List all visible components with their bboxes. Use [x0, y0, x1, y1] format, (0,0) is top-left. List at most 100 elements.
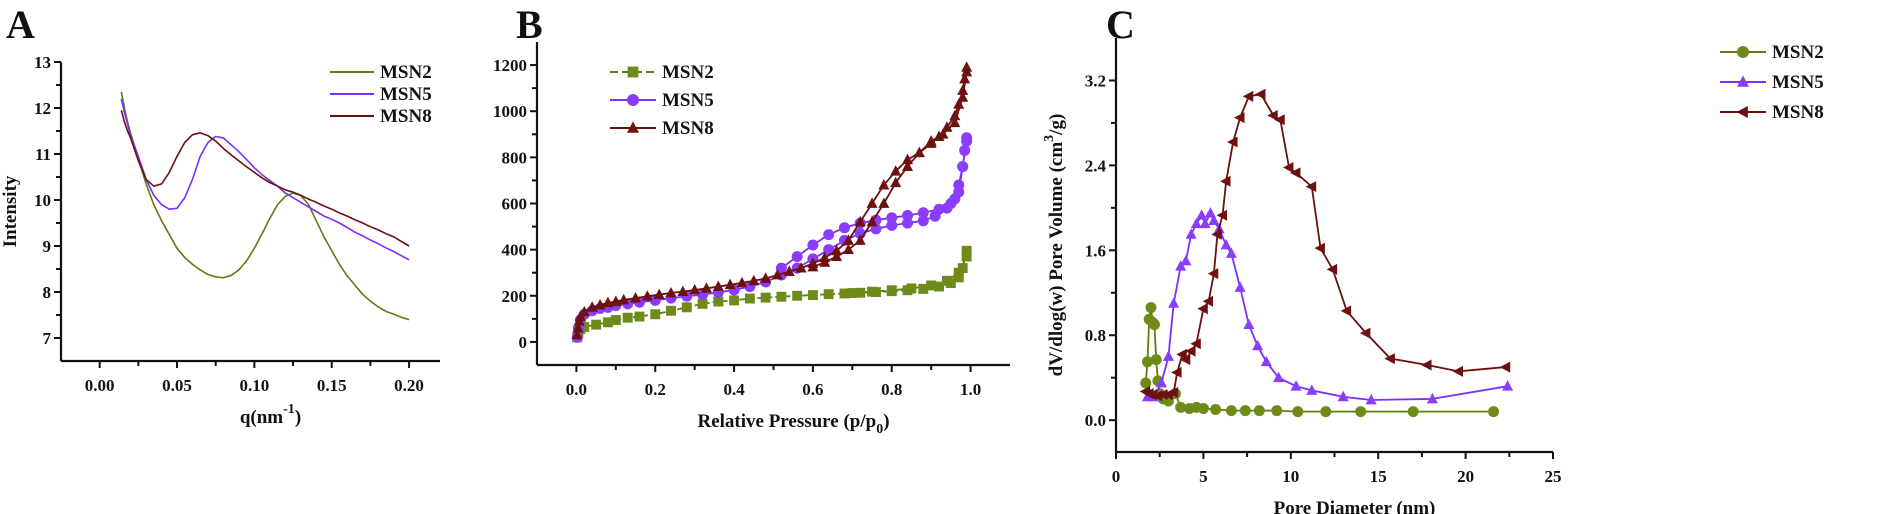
data-point-triangle-left — [1197, 303, 1208, 315]
legend-item-msn2: MSN2 — [1720, 42, 1824, 63]
data-point-circle — [902, 217, 914, 229]
data-point-triangle — [1306, 384, 1318, 395]
data-point-triangle — [1225, 247, 1237, 258]
x-tick-label: 0.6 — [802, 380, 823, 399]
legend-item-msn8: MSN8 — [330, 106, 432, 127]
series-line-msn5 — [120, 98, 410, 261]
y-axis-title-text: Intensity — [0, 175, 21, 247]
data-point-circle — [961, 135, 973, 147]
y-tick-label: 200 — [502, 287, 528, 306]
y-tick-label: 800 — [502, 148, 528, 167]
y-tick-label: 0 — [519, 333, 528, 352]
data-point-triangle — [771, 268, 783, 280]
data-point-circle — [1145, 302, 1157, 314]
data-point-circle — [953, 186, 965, 198]
legend-item-msn5: MSN5 — [330, 84, 432, 105]
data-point-circle — [1197, 402, 1209, 414]
data-point-triangle-left — [1340, 305, 1352, 317]
data-point-square — [603, 317, 613, 328]
data-point-square — [934, 281, 944, 292]
data-point-square — [918, 283, 929, 294]
data-point-triangle — [925, 135, 937, 146]
y-tick-label: 13 — [34, 53, 51, 72]
data-point-triangle — [712, 280, 724, 291]
data-point-triangle — [941, 121, 953, 132]
legend-label: MSN2 — [1772, 42, 1824, 63]
data-point-triangle-left — [1146, 389, 1158, 401]
legend-label: MSN5 — [1772, 72, 1824, 93]
data-point-triangle — [1185, 228, 1197, 239]
y-tick-label: 7 — [43, 329, 52, 348]
data-point-square — [697, 298, 708, 309]
data-point-triangle-left — [1202, 295, 1214, 307]
data-point-triangle — [578, 305, 590, 317]
x-axis-title: Pore Diameter (nm) — [1274, 498, 1436, 514]
data-point-square — [867, 286, 877, 297]
data-point-triangle-left — [1176, 348, 1187, 360]
data-point-triangle-left — [1384, 353, 1395, 365]
data-point-circle — [933, 203, 945, 215]
y-axis-title-suffix: /g) — [1046, 114, 1067, 136]
data-point-square — [622, 312, 633, 323]
data-point-triangle — [866, 215, 878, 227]
data-point-triangle — [878, 197, 890, 208]
data-point-square — [886, 285, 897, 296]
data-point-circle — [1148, 319, 1160, 331]
data-point-triangle — [957, 84, 969, 95]
data-point-square — [579, 321, 590, 332]
data-point-triangle — [1190, 217, 1202, 229]
data-point-triangle-left — [1151, 390, 1163, 402]
series-msn8 — [571, 61, 973, 340]
data-point-triangle — [949, 109, 961, 121]
data-point-circle — [823, 229, 835, 241]
x-tick-label: 15 — [1370, 467, 1387, 486]
data-point-triangle — [913, 146, 925, 158]
x-tick-label: 10 — [1282, 467, 1299, 486]
series-msn2 — [1140, 302, 1500, 418]
panel-letter-c: C — [1106, 2, 1135, 47]
series-line-msn8 — [1145, 93, 1506, 397]
data-point-triangle — [854, 215, 866, 227]
data-point-square — [941, 275, 952, 286]
data-point-triangle — [842, 243, 854, 255]
data-point-triangle — [1141, 390, 1153, 402]
data-point-triangle — [1155, 376, 1167, 388]
data-point-circle — [1292, 406, 1304, 418]
data-point-triangle — [1175, 260, 1187, 271]
data-point-circle — [1150, 354, 1162, 366]
data-point-square — [926, 280, 937, 291]
data-point-triangle-left — [1499, 361, 1511, 373]
data-point-triangle — [724, 278, 736, 290]
data-point-square — [855, 287, 866, 298]
data-point-circle — [807, 239, 819, 251]
data-point-triangle — [1180, 254, 1192, 266]
data-point-square — [961, 251, 972, 262]
x-axis-title-superscript: -1 — [283, 402, 295, 417]
data-point-triangle — [795, 262, 807, 273]
data-point-triangle — [760, 272, 772, 283]
data-point-circle — [1407, 406, 1419, 418]
series-msn8 — [120, 110, 410, 247]
series-line-msn2 — [120, 91, 410, 321]
data-point-circle — [945, 198, 957, 209]
y-axis-title: Intensity — [0, 175, 21, 247]
data-point-triangle-left — [1185, 345, 1196, 357]
data-point-square — [591, 319, 602, 330]
data-point-triangle — [1243, 318, 1255, 330]
data-point-triangle — [1162, 350, 1174, 361]
x-axis-title: Relative Pressure (p/p0) — [697, 411, 889, 437]
legend-label: MSN8 — [662, 118, 714, 139]
data-point-triangle — [1204, 207, 1216, 218]
y-axis-title-superscript: 3 — [1042, 135, 1057, 142]
data-point-triangle — [819, 256, 831, 267]
data-point-triangle — [953, 98, 965, 109]
data-point-triangle — [736, 276, 748, 288]
legend-item-msn2: MSN2 — [610, 62, 714, 83]
data-point-triangle — [1199, 217, 1211, 229]
x-tick-label: 0.0 — [566, 380, 587, 399]
data-point-triangle — [831, 250, 843, 261]
x-axis-title-text: Relative Pressure (p/p — [697, 411, 876, 432]
legend-item-msn8: MSN8 — [610, 118, 714, 139]
legend-marker-triangle — [627, 121, 639, 133]
data-point-square — [961, 245, 972, 256]
